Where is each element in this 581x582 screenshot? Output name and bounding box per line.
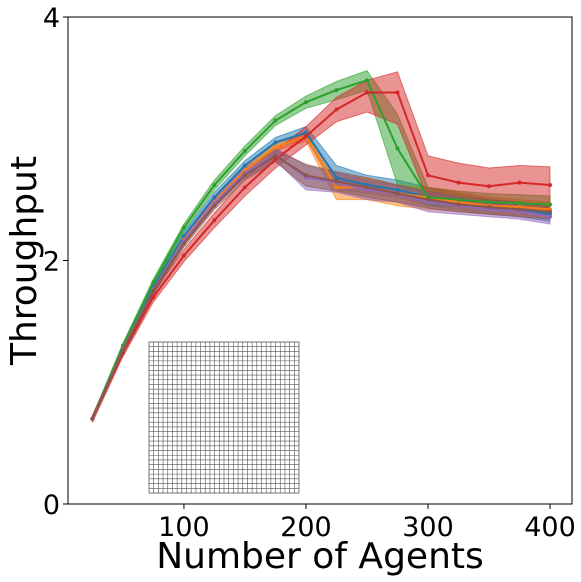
series-2-point [304,100,308,105]
series-2-line [91,79,551,420]
series-5-point [151,288,156,293]
series-2-point [395,146,400,151]
series-4-line [91,153,551,420]
series-5-point [548,209,552,214]
x-tick-label: 200 [280,512,332,543]
series-2-point [181,225,186,230]
series-2-point [456,197,461,202]
x-axis-title: Number of Agents [156,536,484,577]
y-tick-label: 4 [43,3,60,34]
series-3-point [426,173,430,178]
series-3-point [365,90,369,95]
series-1-point [273,145,278,150]
series-3-point [181,253,186,258]
x-tick-label: 300 [402,512,454,543]
series-3-line [91,91,551,420]
series-5-point [395,191,400,196]
series-3-point [456,180,461,185]
series-3-point [242,185,247,190]
series-5-point [273,153,278,158]
series-5-point [334,179,339,184]
series-2-point [273,118,278,123]
series-lines [90,78,552,421]
series-2-point [487,200,491,205]
series-5-point [517,207,522,212]
series-5-point [181,241,186,246]
series-0-point [242,163,247,168]
y-axis-ticks: 0 2 4 [43,3,68,521]
grid-map-inset [148,341,300,494]
series-3-point [304,134,308,139]
series-3-point [212,218,217,223]
series-5-point [456,202,461,207]
series-0-point [212,195,217,200]
series-5-point [212,203,217,208]
series-3-point [517,180,522,185]
series-2-point [517,201,522,206]
x-tick-label: 400 [524,512,576,543]
series-3-point [334,107,339,112]
series-2-point [548,202,552,207]
series-4-point [548,214,552,219]
x-axis-ticks: 100 200 300 400 [158,504,576,543]
series-2-point [242,148,247,153]
series-5-point [120,348,125,353]
series-5-point [304,173,308,178]
x-tick-label: 100 [158,512,210,543]
series-3-point [548,183,552,187]
series-1-point [334,185,339,190]
series-3-point [273,157,278,162]
series-5-point [487,204,491,209]
series-2-point [212,183,217,187]
series-0-point [334,175,339,180]
y-axis-title: Throughput [4,156,45,366]
series-5-point [426,197,430,202]
series-0-point [395,187,400,192]
series-2-point [334,88,339,93]
series-3-point [487,184,491,189]
series-5-line [91,154,551,420]
series-2-point [151,280,156,285]
series-5-point [242,173,247,178]
y-tick-label: 0 [43,490,60,521]
series-2-point [365,78,369,83]
y-tick-label: 2 [43,247,60,278]
series-5-point [365,185,369,190]
series-5-point [90,416,95,421]
series-0-point [273,140,278,145]
series-3-point [151,295,156,299]
series-3-point [395,90,400,95]
series-0-point [304,130,308,135]
